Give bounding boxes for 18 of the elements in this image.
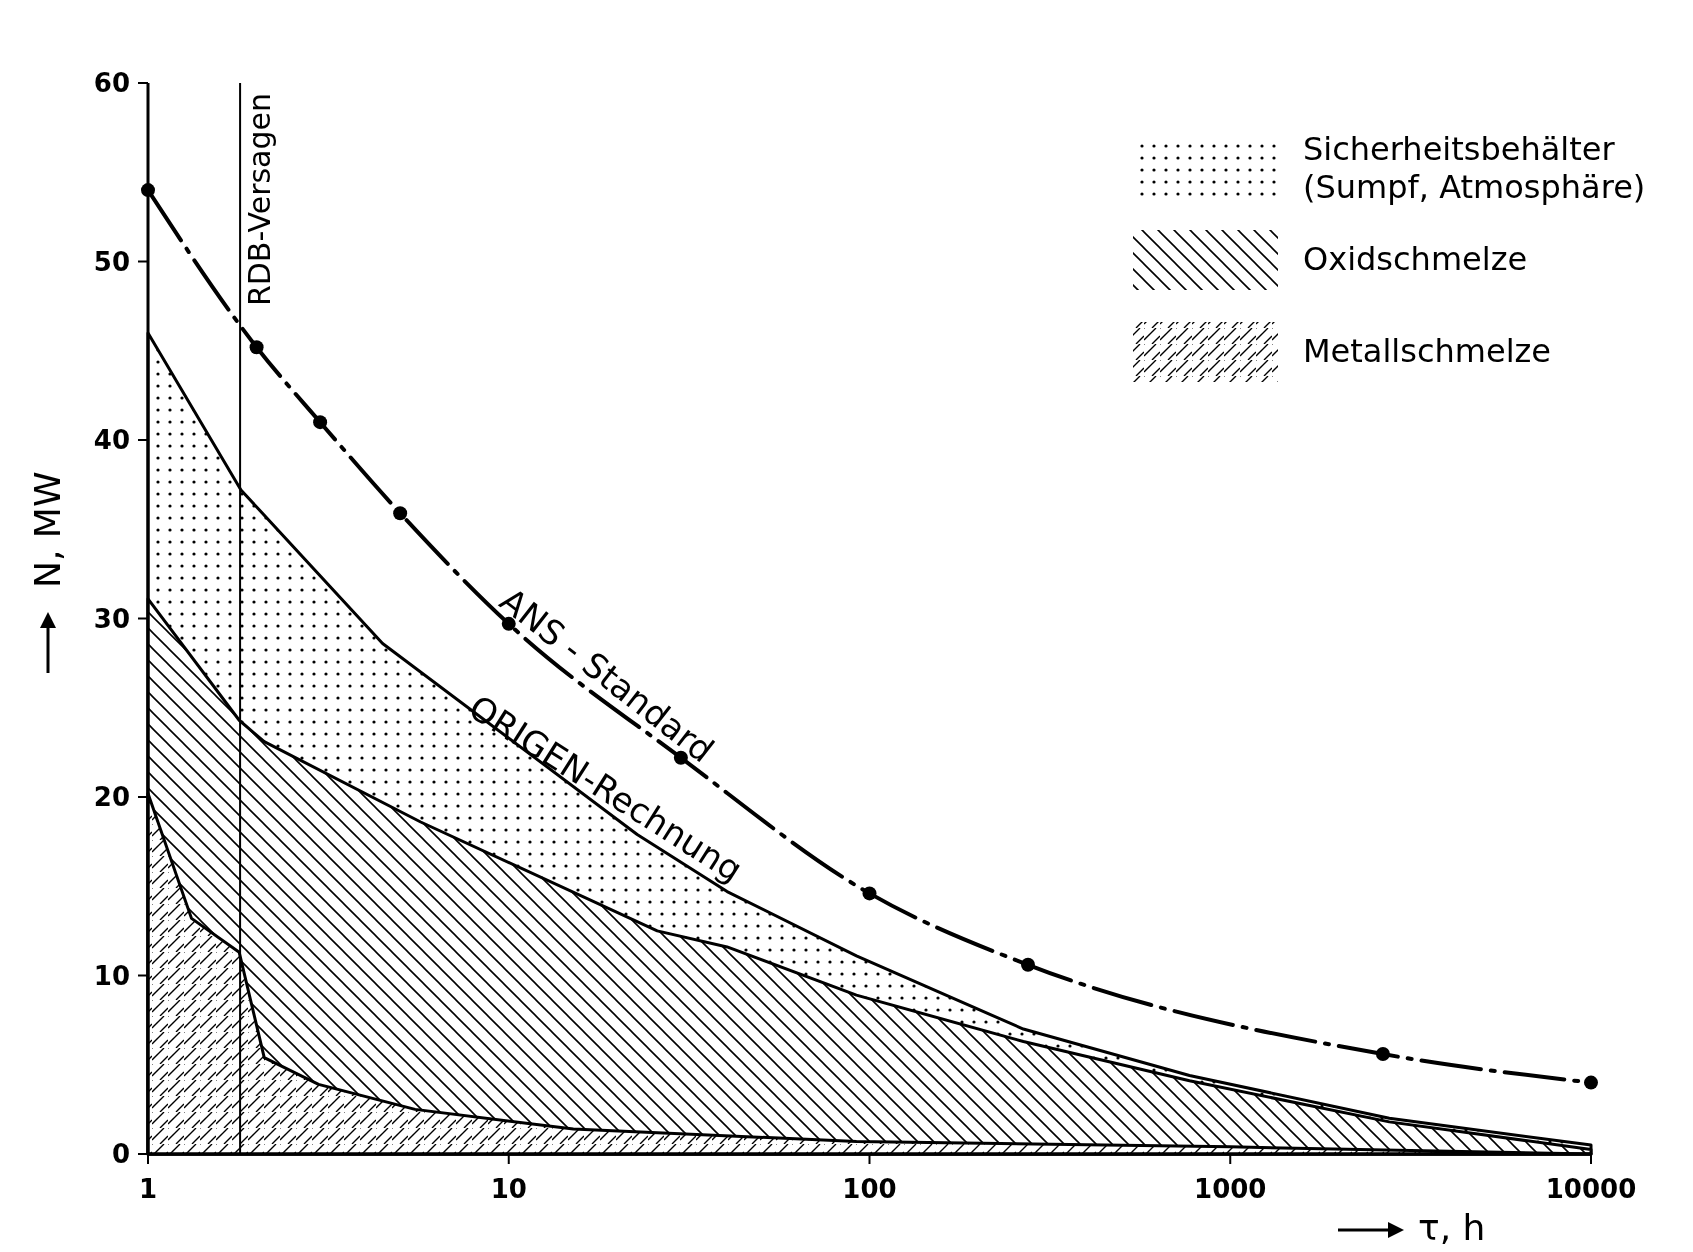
x-axis-title: τ, h <box>1418 1207 1486 1248</box>
x-tick-label: 10000 <box>1545 1174 1637 1204</box>
x-tick-label: 10 <box>490 1174 527 1204</box>
y-tick-label: 50 <box>93 246 130 277</box>
y-tick-label: 20 <box>93 782 130 813</box>
y-tick-label: 60 <box>93 68 130 99</box>
x-tick-label: 100 <box>842 1174 897 1204</box>
legend-label: Oxidschmelze <box>1303 240 1528 278</box>
y-tick-label: 10 <box>93 960 130 991</box>
legend-label: Metallschmelze <box>1303 332 1552 370</box>
y-tick-label: 0 <box>111 1139 130 1170</box>
x-tick-label: 1 <box>138 1174 158 1204</box>
legend-label: Sicherheitsbehälter (Sumpf, Atmosphäre) <box>1303 130 1646 206</box>
y-tick-label: 30 <box>93 603 130 634</box>
x-tick-label: 1000 <box>1194 1174 1267 1204</box>
ref-line-label: RDB-Versagen <box>242 93 278 307</box>
y-tick-label: 40 <box>93 425 130 456</box>
y-axis-title: N, MW <box>27 471 68 588</box>
